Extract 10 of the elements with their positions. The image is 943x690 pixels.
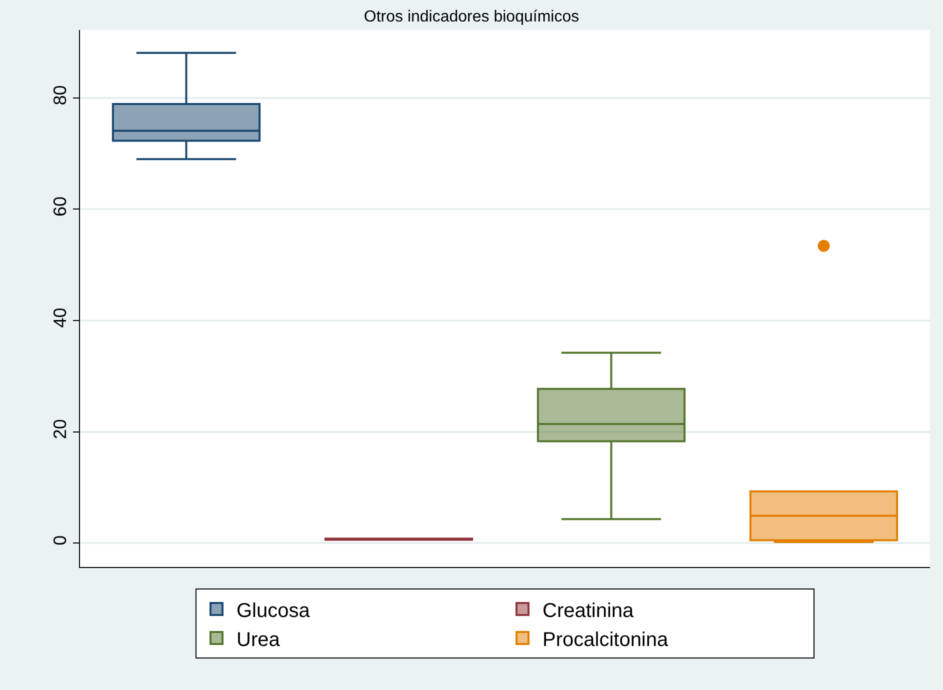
- y-tick-label: 20: [50, 419, 70, 440]
- y-tick-label: 0: [50, 535, 70, 546]
- legend-label: Urea: [236, 628, 281, 651]
- y-tick-label: 60: [50, 196, 70, 217]
- legend-label: Glucosa: [236, 600, 311, 622]
- legend-label: Procalcitonina: [542, 628, 669, 651]
- legend-label: Creatinina: [542, 600, 635, 622]
- y-tick-label: 80: [50, 85, 70, 106]
- chart-title: Otros indicadores bioquímicos: [364, 8, 580, 26]
- y-tick-label: 40: [50, 308, 70, 328]
